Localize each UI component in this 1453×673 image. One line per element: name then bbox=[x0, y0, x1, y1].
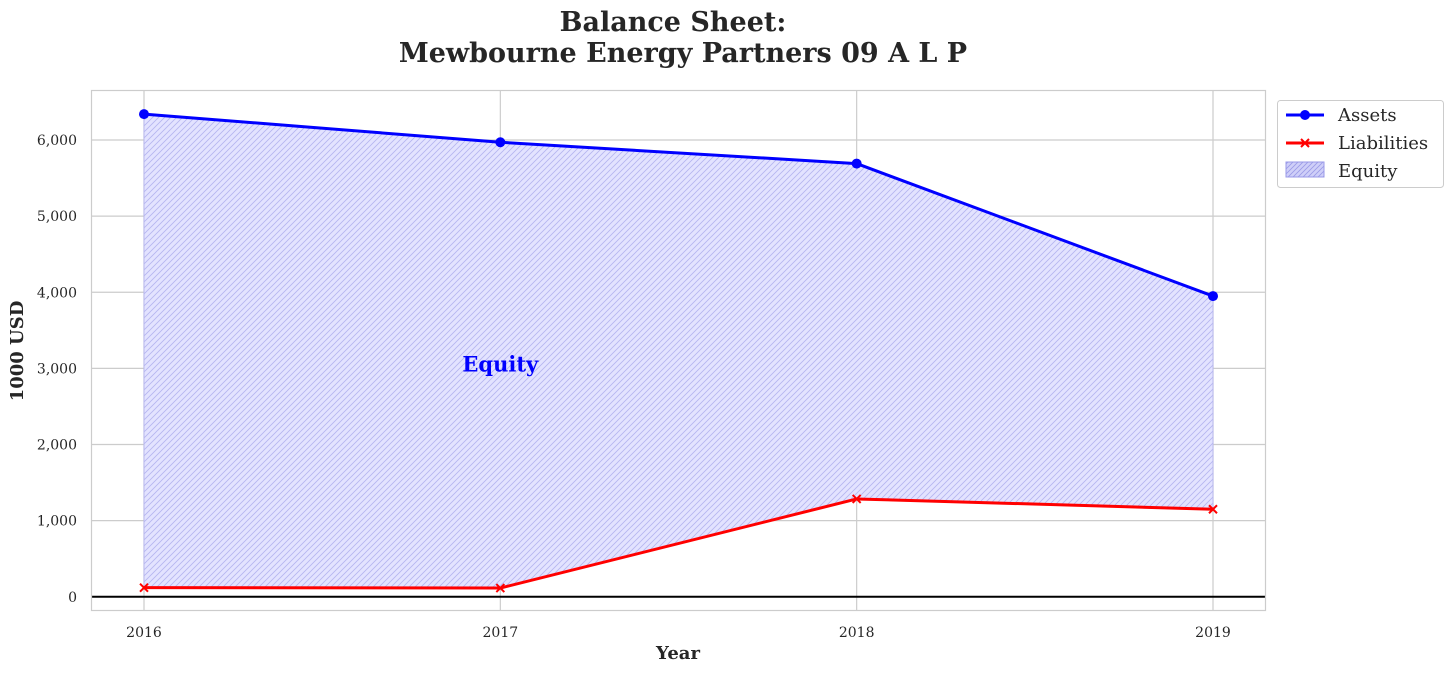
liabilities-point bbox=[495, 583, 506, 593]
y-tick-label: 0 bbox=[68, 590, 77, 606]
legend-liabilities-marker bbox=[1300, 138, 1310, 148]
x-axis-label: Year bbox=[655, 643, 700, 664]
y-tick-label: 6,000 bbox=[37, 133, 77, 149]
liabilities-point bbox=[1208, 504, 1218, 514]
legend-assets-label: Assets bbox=[1337, 105, 1397, 126]
chart-title-line2: Mewbourne Energy Partners 09 A L P bbox=[399, 38, 967, 69]
plot-frame bbox=[90, 89, 1267, 612]
x-tick-label: 2017 bbox=[483, 625, 519, 641]
x-tick-label: 2019 bbox=[1195, 625, 1231, 641]
y-tick-label: 5,000 bbox=[37, 209, 77, 225]
y-axis-label: 1000 USD bbox=[7, 301, 28, 402]
liabilities-line bbox=[143, 497, 1214, 590]
y-tick-label: 1,000 bbox=[37, 514, 77, 530]
legend: Assets Liabilities Equity bbox=[1277, 100, 1444, 188]
equity-annotation: Equity bbox=[462, 352, 539, 377]
legend-liabilities-label: Liabilities bbox=[1338, 133, 1428, 154]
equity-fill-area bbox=[91, 113, 1266, 598]
equity-area bbox=[143, 113, 1214, 589]
assets-point bbox=[851, 158, 862, 169]
legend-assets-marker bbox=[1300, 110, 1310, 120]
legend-equity-swatch bbox=[1285, 161, 1325, 178]
y-tick-label: 4,000 bbox=[37, 285, 77, 301]
assets-point bbox=[495, 137, 506, 148]
x-tick-label: 2018 bbox=[839, 625, 875, 641]
series-lines bbox=[139, 109, 1218, 593]
liabilities-point bbox=[851, 494, 862, 504]
y-tick-label: 3,000 bbox=[37, 361, 77, 377]
assets-point bbox=[1208, 291, 1218, 302]
y-tick-label: 2,000 bbox=[37, 438, 77, 454]
x-tick-label: 2016 bbox=[126, 625, 162, 641]
chart-title-line1: Balance Sheet: bbox=[560, 7, 787, 38]
axis-ticks: 0 1,000 2,000 3,000 4,000 5,000 6,000 2016 2017 2… bbox=[37, 133, 1231, 641]
assets-line bbox=[143, 112, 1214, 298]
liabilities-point bbox=[139, 582, 149, 593]
legend-equity-label: Equity bbox=[1338, 161, 1398, 182]
assets-point bbox=[139, 109, 149, 120]
